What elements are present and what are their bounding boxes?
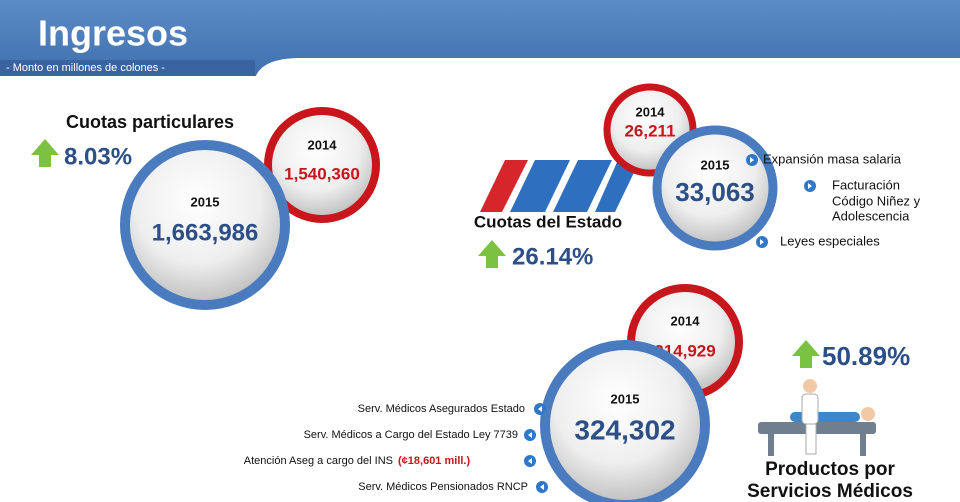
year: 2014	[308, 137, 338, 152]
growth: 26.14%	[512, 243, 593, 270]
header-curve	[255, 58, 960, 78]
item: Serv. Médicos a Cargo del Estado Ley 773…	[304, 429, 518, 441]
value: 26,211	[624, 121, 675, 140]
item: Facturación	[832, 177, 900, 192]
title: Ingresos	[38, 13, 188, 54]
section-title: Productos por	[765, 459, 895, 480]
value: 324,302	[574, 414, 675, 445]
bullet	[536, 481, 548, 493]
section-title: Servicios Médicos	[747, 481, 913, 502]
bullet	[524, 455, 536, 467]
bullet	[756, 236, 768, 248]
item: Adolescencia	[832, 208, 910, 223]
growth: 50.89%	[822, 341, 910, 371]
item: Código Niñez y	[832, 193, 921, 208]
growth: 8.03%	[64, 143, 132, 170]
item: Expansión masa salaria	[763, 151, 902, 166]
item: Leyes especiales	[780, 233, 880, 248]
item-note: (¢18,601 mill.)	[398, 455, 470, 467]
item: Serv. Médicos Asegurados Estado	[358, 403, 525, 415]
subtitle: - Monto en millones de colones -	[6, 62, 165, 74]
item: Atención Aseg a cargo del INS	[244, 455, 393, 467]
year: 2015	[191, 194, 220, 209]
year: 2014	[671, 313, 701, 328]
bullet	[804, 180, 816, 192]
bullet	[746, 154, 758, 166]
section-title: Cuotas particulares	[66, 112, 234, 132]
year: 2014	[636, 104, 666, 119]
section-title: Cuotas del Estado	[474, 212, 622, 231]
value: 1,540,360	[284, 164, 360, 183]
bullet	[524, 429, 536, 441]
year: 2015	[701, 157, 730, 172]
bullet	[534, 403, 546, 415]
infographic: Ingresos - Monto en millones de colones …	[0, 0, 960, 502]
item: Serv. Médicos Pensionados RNCP	[358, 481, 528, 493]
value: 1,663,986	[152, 219, 259, 246]
year: 2015	[611, 391, 640, 406]
value: 33,063	[675, 177, 755, 207]
